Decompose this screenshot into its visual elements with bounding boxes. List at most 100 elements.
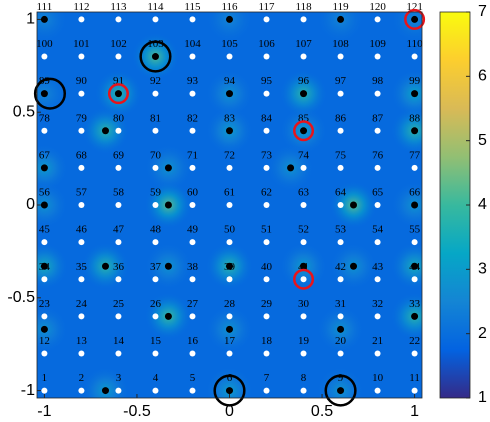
- node-dot: [226, 202, 233, 208]
- node-label: 61: [224, 187, 235, 199]
- node-label: 10: [372, 372, 384, 384]
- node-dot: [337, 127, 344, 134]
- highlight-circle: [213, 374, 246, 407]
- node-dot: [115, 313, 122, 320]
- colorbar-tick-label: 4: [478, 196, 487, 213]
- x-tick-label: -0.5: [123, 403, 151, 420]
- source-dot: [300, 262, 308, 270]
- node-label: 58: [113, 187, 125, 199]
- node-label: 17: [224, 335, 236, 347]
- node-dot: [115, 239, 122, 246]
- node-dot: [226, 276, 233, 283]
- node-dot: [189, 164, 196, 171]
- node-label: 119: [333, 1, 350, 13]
- node-dot: [226, 164, 233, 171]
- node-label: 99: [409, 75, 421, 87]
- node-dot: [337, 276, 344, 283]
- node-dot: [115, 387, 122, 394]
- source-dot: [350, 262, 358, 270]
- node-dot: [337, 90, 344, 97]
- highlight-circle: [293, 120, 315, 142]
- node-label: 12: [39, 335, 50, 347]
- node-dot: [78, 53, 85, 60]
- source-dot: [40, 325, 48, 333]
- node-label: 14: [113, 335, 125, 347]
- node-dot: [374, 90, 381, 97]
- node-dot: [411, 164, 418, 171]
- source-dot: [411, 90, 419, 98]
- node-label: 78: [39, 112, 51, 124]
- node-dot: [374, 313, 381, 320]
- node-label: 70: [150, 149, 162, 161]
- colorbar-tick-label: 5: [478, 132, 487, 149]
- source-dot: [411, 201, 419, 209]
- node-label: 57: [76, 187, 88, 199]
- heat-blob: [316, 366, 365, 398]
- y-tick-label: -0.5: [7, 289, 35, 306]
- node-dot: [115, 276, 122, 283]
- node-label: 104: [184, 38, 201, 50]
- node-dot: [337, 164, 344, 171]
- node-dot: [374, 53, 381, 60]
- node-dot: [41, 313, 48, 320]
- node-dot: [189, 16, 196, 23]
- node-dot: [374, 350, 381, 357]
- node-dot: [78, 127, 85, 134]
- node-dot: [374, 164, 381, 171]
- node-dot: [115, 53, 122, 60]
- source-dot: [114, 90, 122, 98]
- node-label: 82: [187, 112, 198, 124]
- node-label: 85: [298, 112, 310, 124]
- node-dot: [263, 53, 270, 60]
- node-label: 49: [187, 224, 199, 236]
- highlight-circle: [139, 40, 172, 73]
- node-dot: [300, 276, 307, 283]
- source-dot: [40, 201, 48, 209]
- node-label: 55: [409, 224, 421, 236]
- x-tick-label: 0: [225, 403, 234, 420]
- heat-blob: [390, 69, 422, 118]
- node-label: 67: [39, 149, 51, 161]
- node-dot: [300, 202, 307, 208]
- node-dot: [300, 387, 307, 394]
- node-label: 100: [36, 38, 53, 50]
- source-dot: [40, 262, 48, 270]
- node-label: 117: [258, 1, 275, 13]
- node-label: 76: [372, 149, 384, 161]
- node-label: 90: [76, 75, 88, 87]
- node-dot: [115, 202, 122, 208]
- node-label: 53: [335, 224, 347, 236]
- node-label: 52: [298, 224, 309, 236]
- highlight-circle: [293, 268, 315, 290]
- node-dot: [374, 239, 381, 246]
- node-label: 13: [76, 335, 88, 347]
- source-dot: [411, 262, 419, 270]
- node-dot: [189, 276, 196, 283]
- heat-blob: [390, 292, 422, 341]
- node-dot: [263, 164, 270, 171]
- node-label: 108: [332, 38, 349, 50]
- source-dot: [226, 262, 233, 270]
- source-dot: [337, 15, 345, 23]
- node-label: 2: [79, 372, 85, 384]
- y-tick-label: 1: [26, 11, 35, 28]
- x-tick-label: 1: [410, 403, 419, 420]
- node-label: 92: [150, 75, 161, 87]
- node-label: 69: [113, 149, 125, 161]
- source-dot: [164, 201, 172, 209]
- node-label: 113: [110, 1, 127, 13]
- node-dot: [263, 202, 270, 208]
- colorbar: [439, 11, 471, 399]
- node-label: 110: [407, 38, 424, 50]
- node-label: 87: [372, 112, 384, 124]
- node-dot: [374, 127, 381, 134]
- source-dot: [164, 312, 172, 320]
- y-tick-label: 0.5: [13, 103, 35, 120]
- node-label: 18: [261, 335, 273, 347]
- node-label: 31: [335, 298, 346, 310]
- node-dot: [78, 16, 85, 23]
- node-label: 97: [335, 75, 347, 87]
- x-tick-label: 0.5: [311, 403, 333, 420]
- heat-blob: [37, 180, 69, 230]
- node-label: 68: [76, 149, 88, 161]
